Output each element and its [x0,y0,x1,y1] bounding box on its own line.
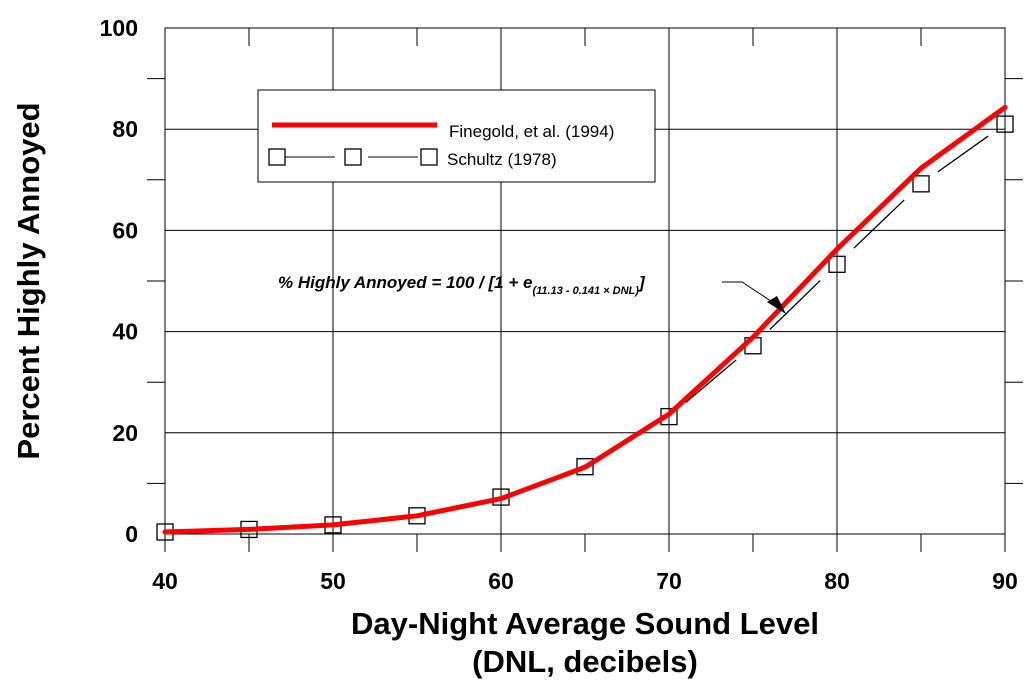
y-axis-title: Percent Highly Annoyed [11,102,46,459]
y-tick-label: 100 [100,15,138,41]
legend-schultz-label: Schultz (1978) [447,150,557,169]
y-tick-label: 20 [112,420,138,446]
legend-box [257,89,656,183]
x-tick-label: 70 [656,568,682,594]
svg-text:% Highly Annoyed = 100 / [1 +: % Highly Annoyed = 100 / [1 + e(11.13 - … [278,273,646,297]
x-axis-title-line2: (DNL, decibels) [472,644,698,679]
plot-frame [164,27,1006,535]
formula-end: ] [637,273,646,292]
y-tick-label: 60 [112,217,138,243]
y-tick-label: 40 [112,319,138,345]
legend-finegold-label: Finegold, et al. (1994) [449,122,614,141]
schultz-segment [853,199,905,249]
y-tick-label: 0 [125,521,138,547]
x-tick-label: 60 [488,568,514,594]
formula-arrowhead [767,296,786,314]
schultz-marker [576,458,594,476]
formula-arrow-line [722,281,778,306]
formula-main: % Highly Annoyed = 100 / [1 + e [278,273,532,292]
series-finegold-line [162,104,1008,535]
schultz-segment [937,135,989,173]
schultz-segment [769,280,821,330]
series-layer [156,104,1014,541]
x-tick-label: 80 [824,568,850,594]
formula-annotation: % Highly Annoyed = 100 / [1 + e(11.13 - … [278,273,786,314]
x-axis-title-line1: Day-Night Average Sound Level [351,606,819,641]
y-tick-label: 80 [112,116,138,142]
schultz-marker [912,175,930,193]
schultz-segment [685,359,737,403]
x-tick-label: 50 [320,568,346,594]
x-tick-label: 40 [152,568,178,594]
schultz-marker [996,115,1014,133]
legend-schultz-swatch [268,148,438,166]
formula-exponent: (11.13 - 0.141 × DNL) [532,285,639,297]
tick-labels: 40 50 60 70 80 90 0 20 40 60 80 100 [100,15,1018,594]
schultz-marker [828,255,846,273]
legend: Finegold, et al. (1994) Schultz (1978) [257,89,656,183]
x-tick-label: 90 [992,568,1018,594]
